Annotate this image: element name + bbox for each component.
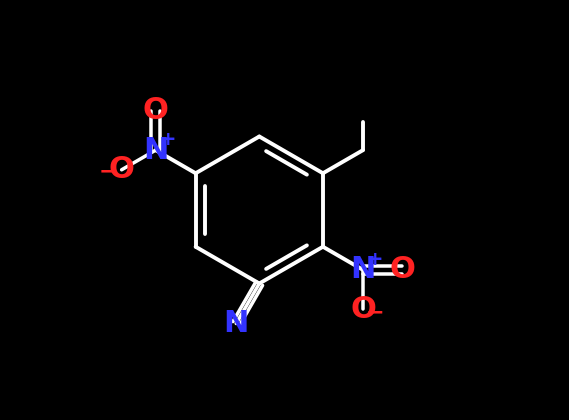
Text: +: + — [368, 250, 384, 269]
Text: O: O — [109, 155, 134, 184]
Text: +: + — [160, 130, 176, 149]
Text: O: O — [350, 294, 376, 324]
Text: −: − — [99, 162, 118, 182]
Text: N: N — [351, 255, 376, 284]
Text: −: − — [365, 302, 384, 323]
Text: O: O — [143, 96, 168, 126]
Text: O: O — [389, 255, 415, 284]
Text: N: N — [143, 136, 168, 165]
Text: N: N — [224, 309, 249, 338]
